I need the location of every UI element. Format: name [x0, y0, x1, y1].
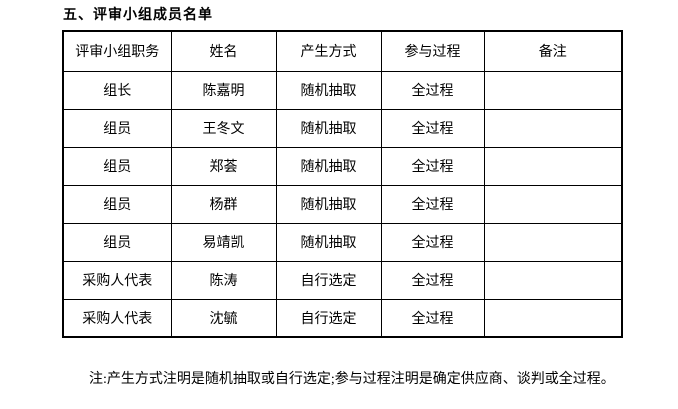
table-row: 组长 陈嘉明 随机抽取 全过程 [62, 70, 623, 110]
header-cell-remarks: 备注 [483, 30, 623, 72]
table-cell: 组员 [62, 222, 172, 262]
table-cell: 采购人代表 [62, 260, 172, 300]
table-cell: 自行选定 [275, 260, 382, 300]
table-cell: 杨群 [170, 184, 277, 224]
table-cell: 沈毓 [170, 298, 277, 338]
table-body: 组长 陈嘉明 随机抽取 全过程 组员 王冬文 随机抽取 全过程 组员 郑荟 随机抽取 全过程 组员 杨群随… [62, 70, 623, 338]
table-cell: 王冬文 [170, 108, 277, 148]
table-cell: 采购人代表 [62, 298, 172, 338]
table-cell [483, 108, 623, 148]
member-table: 评审小组职务 姓名 产生方式 参与过程 备注 组长 陈嘉明 随机抽取 全过程 组员 王冬文… [62, 30, 623, 338]
table-cell: 随机抽取 [275, 108, 382, 148]
header-cell-process: 参与过程 [380, 30, 485, 72]
table-cell: 随机抽取 [275, 184, 382, 224]
table-cell: 随机抽取 [275, 222, 382, 262]
table-row: 采购人代表 陈涛 自行选定 全过程 [62, 260, 623, 300]
table-cell: 陈嘉明 [170, 70, 277, 110]
table-cell [483, 146, 623, 186]
table-row: 组员 杨群 随机抽取 全过程 [62, 184, 623, 224]
table-row: 组员 易靖凯 随机抽取 全过程 [62, 222, 623, 262]
table-row: 采购人代表 沈毓 自行选定 全过程 [62, 298, 623, 338]
header-cell-role: 评审小组职务 [62, 30, 172, 72]
table-cell: 组员 [62, 146, 172, 186]
table-header: 评审小组职务 姓名 产生方式 参与过程 备注 [62, 30, 623, 72]
table-cell: 组长 [62, 70, 172, 110]
table-cell [483, 70, 623, 110]
table-cell: 全过程 [380, 146, 485, 186]
header-cell-method: 产生方式 [275, 30, 382, 72]
section-title: 五、评审小组成员名单 [63, 8, 213, 23]
footnote: 注:产生方式注明是随机抽取或自行选定;参与过程注明是确定供应商、谈判或全过程。 [89, 372, 615, 387]
table-row: 组员 郑荟 随机抽取 全过程 [62, 146, 623, 186]
table-cell [483, 260, 623, 300]
table-cell: 全过程 [380, 298, 485, 338]
table-cell: 组员 [62, 184, 172, 224]
table-cell [483, 298, 623, 338]
table-cell: 全过程 [380, 222, 485, 262]
table-cell: 郑荟 [170, 146, 277, 186]
table-cell: 组员 [62, 108, 172, 148]
header-cell-name: 姓名 [170, 30, 277, 72]
table-cell [483, 184, 623, 224]
table-cell: 随机抽取 [275, 70, 382, 110]
table-cell: 全过程 [380, 108, 485, 148]
table-cell: 陈涛 [170, 260, 277, 300]
table-header-row: 评审小组职务 姓名 产生方式 参与过程 备注 [62, 30, 623, 72]
table-cell: 全过程 [380, 260, 485, 300]
table-row: 组员 王冬文 随机抽取 全过程 [62, 108, 623, 148]
table-cell: 全过程 [380, 184, 485, 224]
table-cell [483, 222, 623, 262]
table-cell: 随机抽取 [275, 146, 382, 186]
table-cell: 全过程 [380, 70, 485, 110]
table-cell: 易靖凯 [170, 222, 277, 262]
table-cell: 自行选定 [275, 298, 382, 338]
